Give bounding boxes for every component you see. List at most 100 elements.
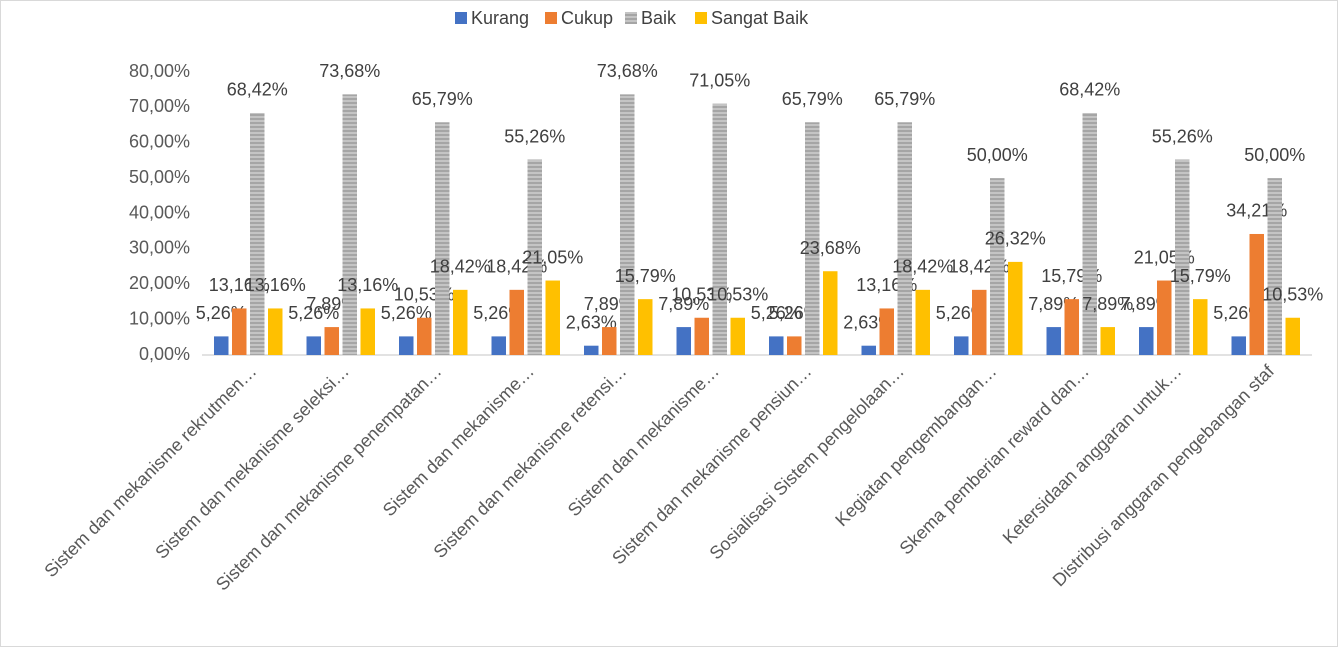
bar: [232, 308, 247, 355]
y-tick-label: 10,00%: [129, 308, 190, 328]
value-label: 65,79%: [782, 89, 843, 109]
x-tick-label: Sistem dan mekanisme…: [379, 361, 538, 520]
bar: [1008, 261, 1023, 355]
y-tick-label: 80,00%: [129, 61, 190, 81]
value-label: 23,68%: [800, 238, 861, 258]
x-tick-label: Sistem dan mekanisme seleksi…: [151, 361, 353, 563]
legend-swatch: [455, 12, 467, 24]
x-tick-label: Ketersidaan anggaran untuk…: [999, 361, 1186, 548]
y-tick-label: 50,00%: [129, 167, 190, 187]
bar: [1175, 159, 1190, 355]
bar: [1139, 327, 1154, 355]
value-label: 18,42%: [430, 257, 491, 277]
bar: [435, 122, 450, 355]
legend-swatch: [545, 12, 557, 24]
bar: [324, 327, 339, 355]
legend-label: Sangat Baik: [711, 8, 809, 28]
value-label: 55,26%: [1152, 126, 1213, 146]
bar: [342, 94, 357, 356]
bar: [1231, 336, 1246, 355]
bar: [1193, 299, 1208, 355]
bar: [730, 317, 745, 355]
bar: [861, 345, 876, 355]
bar: [805, 122, 820, 355]
y-tick-label: 60,00%: [129, 132, 190, 152]
bar: [1064, 299, 1079, 355]
bar: [972, 289, 987, 355]
bar: [769, 336, 784, 355]
bar: [417, 317, 432, 355]
legend-label: Cukup: [561, 8, 613, 28]
y-tick-label: 70,00%: [129, 96, 190, 116]
value-label: 10,53%: [1262, 285, 1323, 305]
value-label: 13,16%: [337, 275, 398, 295]
bar: [268, 308, 283, 355]
bar: [676, 327, 691, 355]
value-label: 73,68%: [597, 61, 658, 81]
value-label: 68,42%: [227, 80, 288, 100]
x-tick-label: Sistem dan mekanisme pensiun…: [608, 361, 815, 568]
value-label: 65,79%: [412, 89, 473, 109]
bar: [491, 336, 506, 355]
legend-label: Baik: [641, 8, 677, 28]
bar: [879, 308, 894, 355]
value-label: 7,89%: [658, 294, 709, 314]
bar: [1249, 233, 1264, 355]
bar: [545, 280, 560, 355]
value-label: 50,00%: [1244, 145, 1305, 165]
y-tick-label: 20,00%: [129, 273, 190, 293]
value-label: 50,00%: [967, 145, 1028, 165]
value-label: 15,79%: [615, 266, 676, 286]
value-label: 26,32%: [985, 229, 1046, 249]
y-tick-label: 0,00%: [139, 344, 190, 364]
bar: [712, 103, 727, 356]
legend-swatch: [695, 12, 707, 24]
bar: [527, 159, 542, 355]
bar: [399, 336, 414, 355]
bar: [453, 289, 468, 355]
y-tick-label: 40,00%: [129, 202, 190, 222]
bar: [694, 317, 709, 355]
bar: [638, 299, 653, 355]
value-label: 65,79%: [874, 89, 935, 109]
x-tick-label: Sosialisasi Sistem pengelolaan…: [706, 361, 908, 563]
bar: [1100, 327, 1115, 355]
value-label: 73,68%: [319, 61, 380, 81]
legend-label: Kurang: [471, 8, 529, 28]
bar: [214, 336, 229, 355]
bar: [1046, 327, 1061, 355]
bar: [306, 336, 321, 355]
value-label: 55,26%: [504, 126, 565, 146]
x-tick-label: Skema pemberian reward dan…: [896, 361, 1093, 558]
value-label: 18,42%: [892, 257, 953, 277]
bar: [823, 271, 838, 355]
value-label: 10,53%: [707, 285, 768, 305]
bar: [897, 122, 912, 355]
bar: [620, 94, 635, 356]
bar: [915, 289, 930, 355]
bar: [1285, 317, 1300, 355]
value-label: 5,26%: [288, 303, 339, 323]
value-label: 5,26%: [751, 303, 802, 323]
value-label: 15,79%: [1170, 266, 1231, 286]
bar: [509, 289, 524, 355]
x-tick-label: Sistem dan mekanisme…: [564, 361, 723, 520]
value-label: 7,89%: [1082, 294, 1133, 314]
bar: [1267, 178, 1282, 355]
bar: [990, 178, 1005, 355]
y-tick-label: 30,00%: [129, 238, 190, 258]
bar: [360, 308, 375, 355]
value-label: 13,16%: [245, 275, 306, 295]
bar: [1157, 280, 1172, 355]
legend-swatch: [625, 12, 637, 24]
value-label: 21,05%: [522, 247, 583, 267]
bar: [1082, 112, 1097, 355]
x-tick-label: Kegiatan pengembangan…: [831, 361, 1000, 530]
bar: [584, 345, 599, 355]
x-tick-label: Sistem dan mekanisme retensi…: [430, 361, 631, 562]
bar: [602, 327, 617, 355]
bar: [250, 112, 265, 355]
value-label: 68,42%: [1059, 80, 1120, 100]
value-label: 71,05%: [689, 70, 750, 90]
